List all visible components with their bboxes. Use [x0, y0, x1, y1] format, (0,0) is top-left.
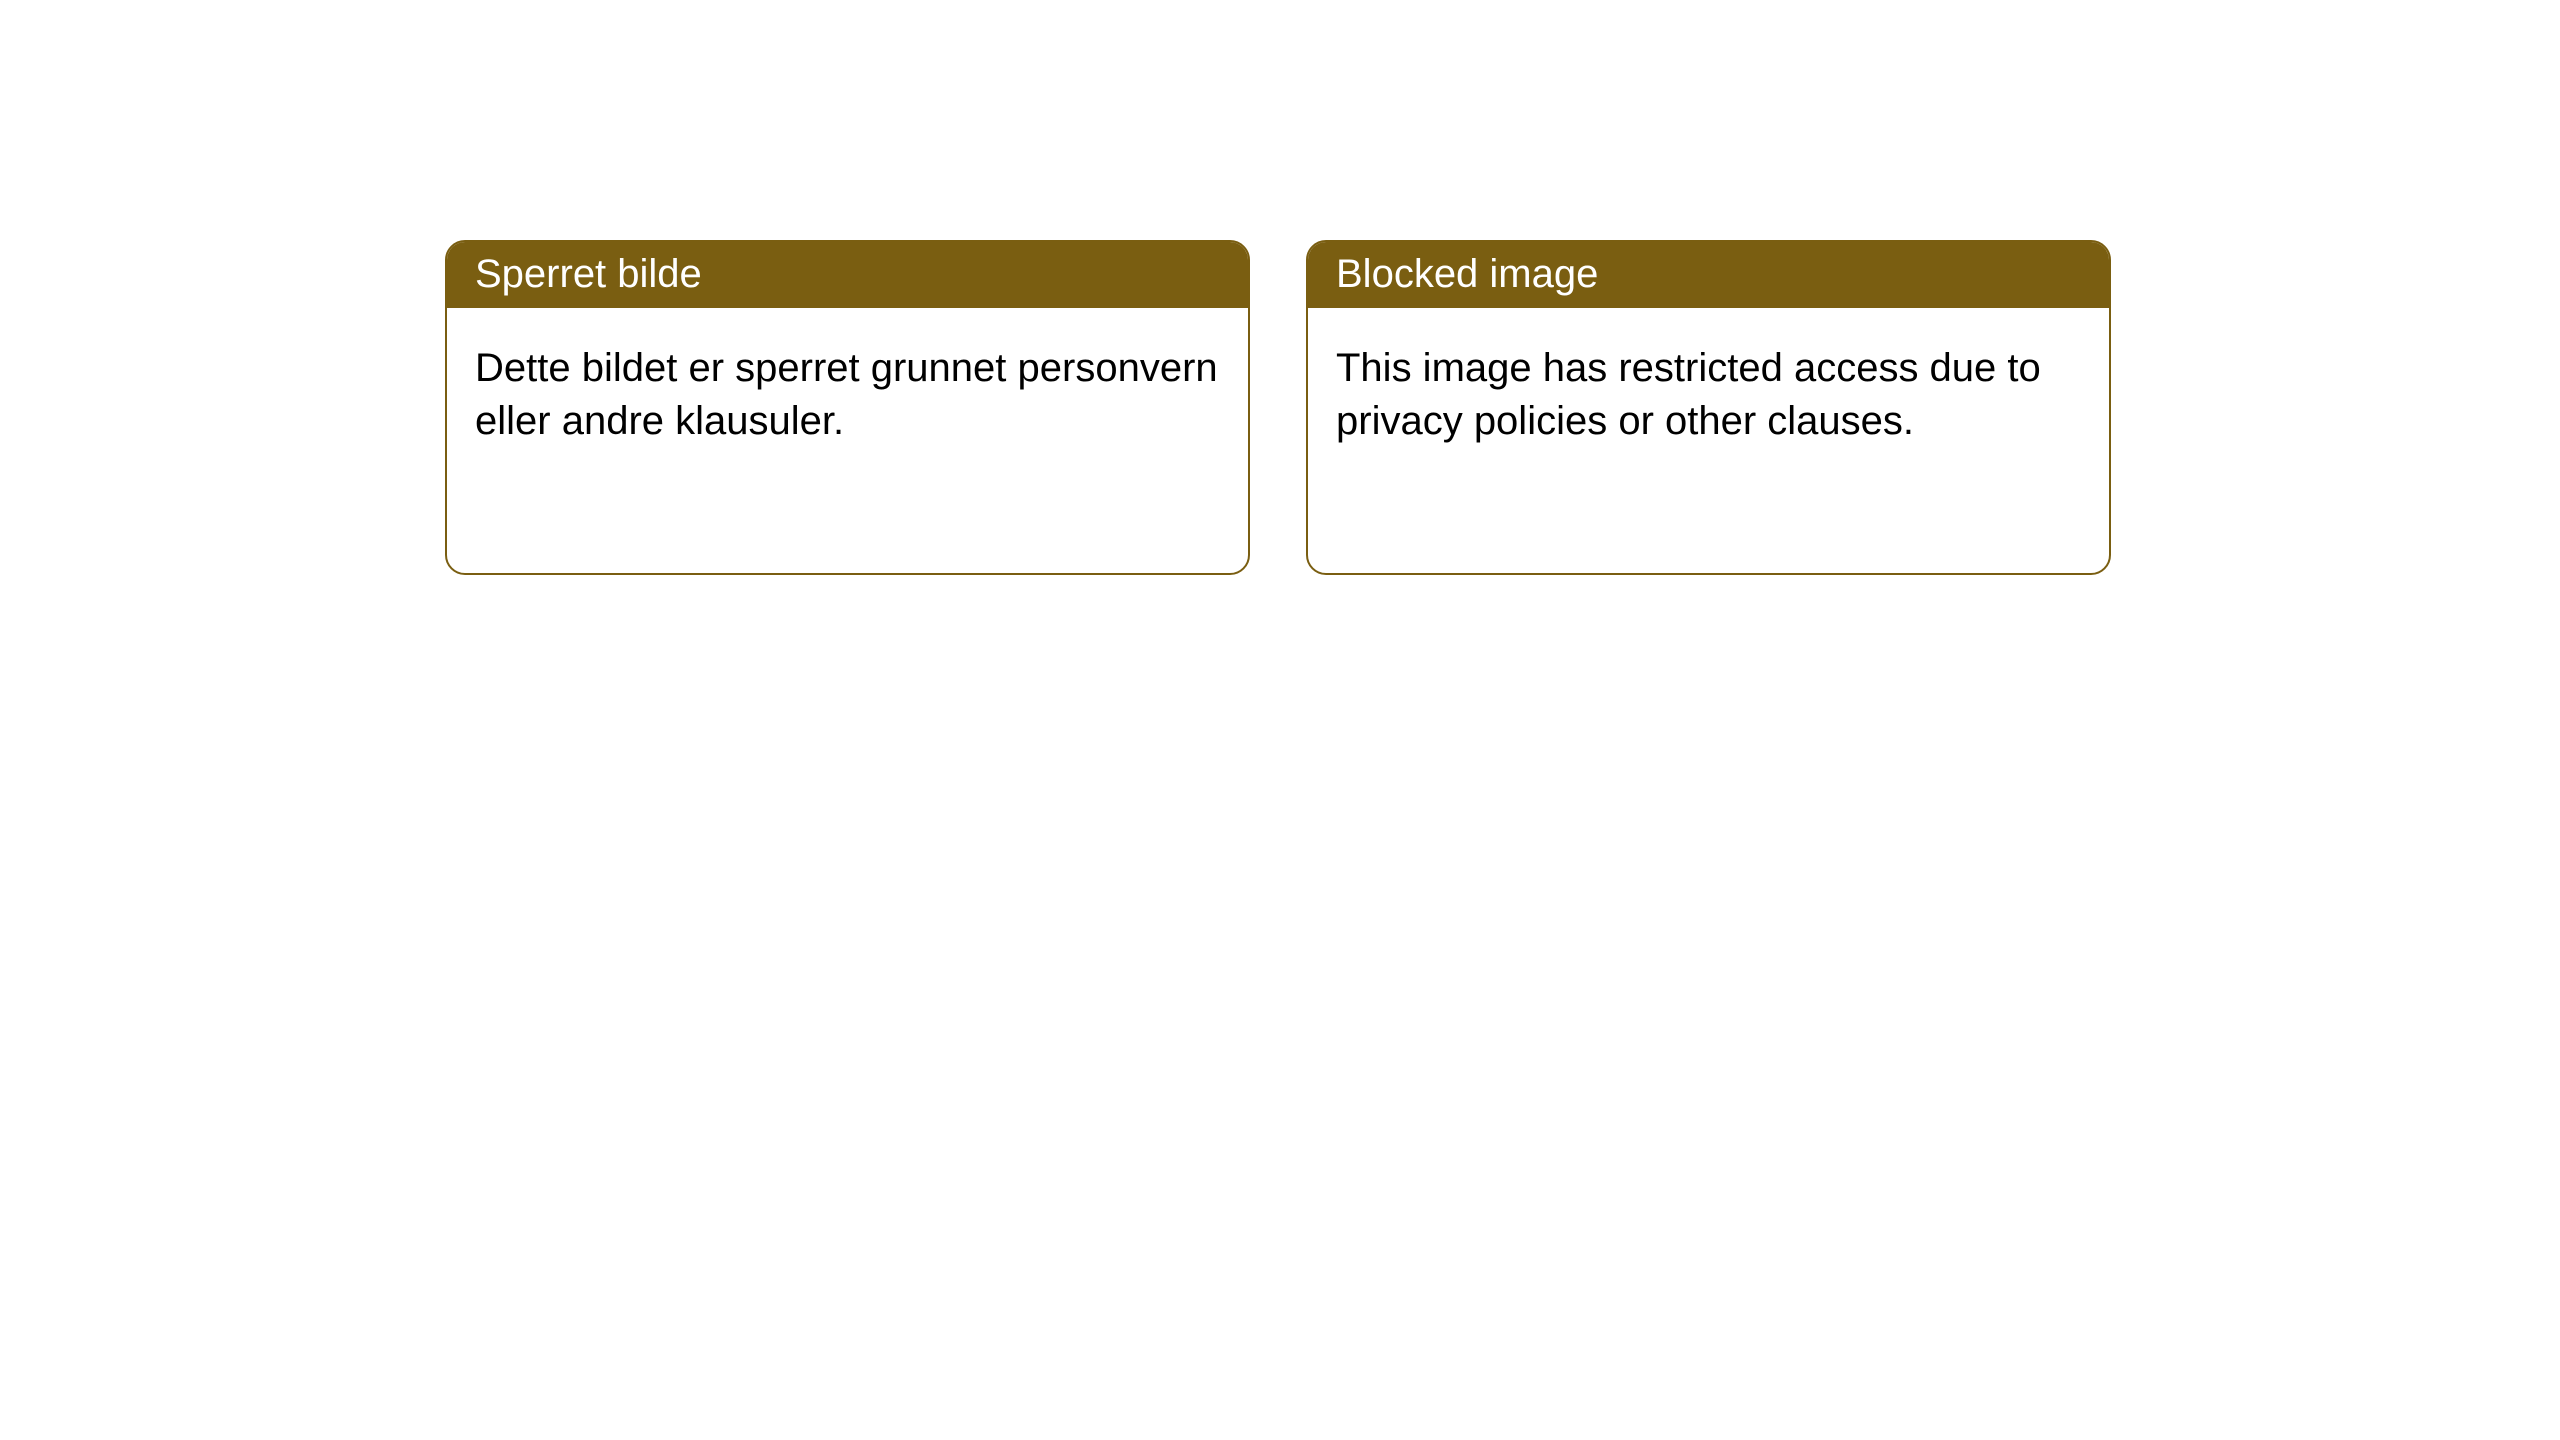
card-title: Sperret bilde	[447, 242, 1248, 308]
card-body-text: This image has restricted access due to …	[1308, 308, 2109, 482]
blocked-image-card-en: Blocked image This image has restricted …	[1306, 240, 2111, 575]
card-body-text: Dette bildet er sperret grunnet personve…	[447, 308, 1248, 482]
card-title: Blocked image	[1308, 242, 2109, 308]
notice-cards-container: Sperret bilde Dette bildet er sperret gr…	[0, 0, 2560, 575]
blocked-image-card-no: Sperret bilde Dette bildet er sperret gr…	[445, 240, 1250, 575]
